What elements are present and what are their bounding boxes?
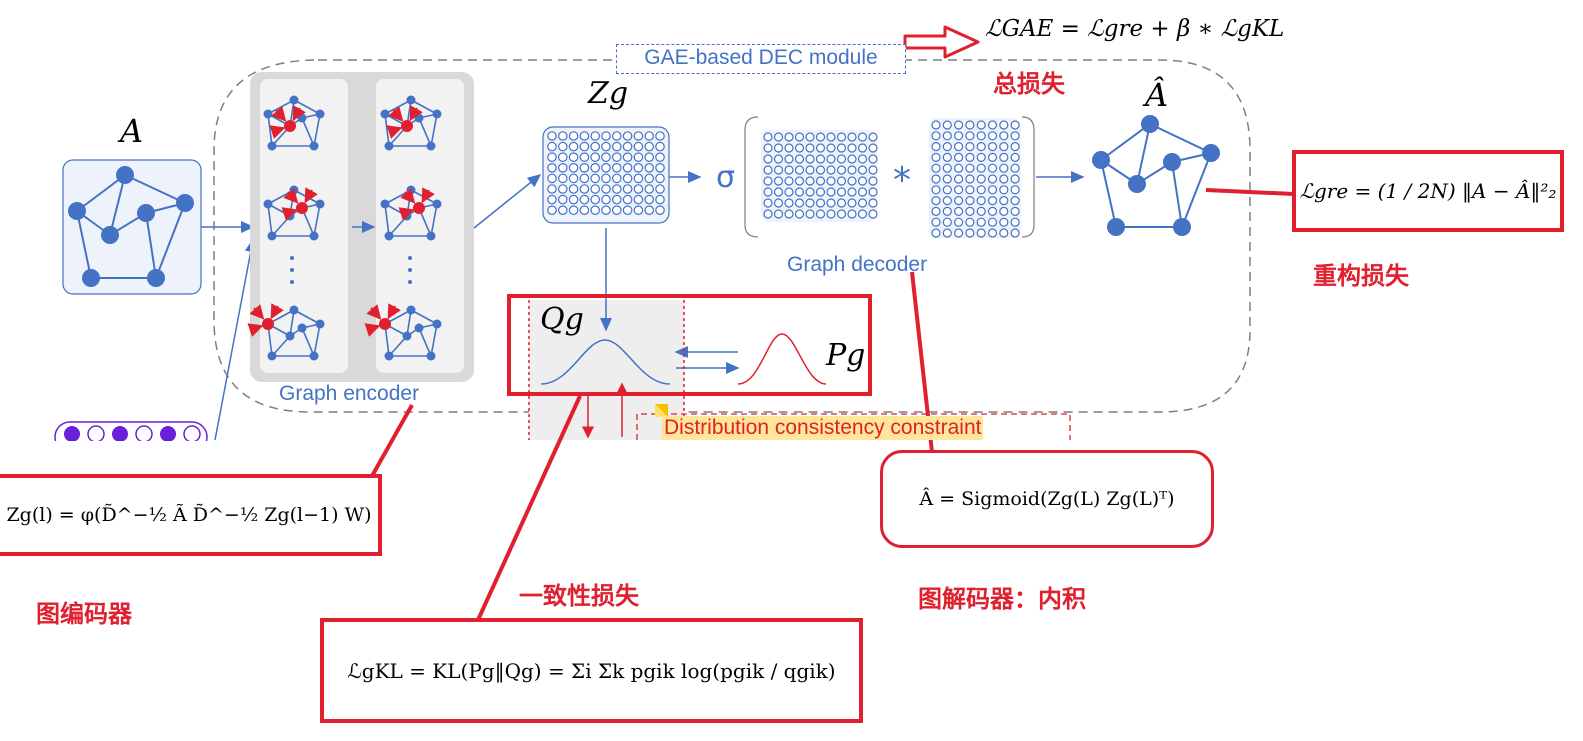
star-symbol: * (893, 160, 911, 201)
distribution-box (507, 294, 872, 396)
module-title-box: GAE-based DEC module (616, 44, 906, 74)
recon-loss-box: ℒgre = (1 / 2N) ‖A − Â‖²₂ (1292, 150, 1564, 232)
recon-loss-label: 重构损失 (1313, 262, 1409, 290)
label-zg: Zg (588, 76, 629, 111)
encoder-graphs (247, 95, 442, 361)
consistency-annotation: 一致性损失 (519, 582, 639, 610)
decoder-matrix-1 (761, 130, 878, 222)
module-title: GAE-based DEC module (644, 46, 878, 69)
decoder-bracket (744, 116, 1035, 238)
encoder-ellipsis (290, 256, 412, 284)
total-loss-label: 总损失 (993, 70, 1065, 98)
encoder-formula: Zg(l) = φ(D̃^−½ Ã D̃^−½ Zg(l−1) W) (6, 504, 372, 526)
decoder-formula: Â = Sigmoid(Zg(L) Zg(L)ᵀ) (919, 488, 1175, 510)
encoder-annotation: 图编码器 (36, 600, 132, 628)
gae-module-boundary (213, 59, 1251, 413)
kl-loss-box: ℒgKL = KL(Pg‖Qg) = Σi Σk pgik log(pgik /… (320, 618, 863, 723)
decoder-formula-box: Â = Sigmoid(Zg(L) Zg(L)ᵀ) (880, 450, 1214, 548)
decoder-annotation: 图解码器：内积 (918, 585, 1086, 613)
decoder-matrix-2 (929, 118, 1021, 238)
input-graph-a (62, 159, 202, 295)
feature-vector (50, 421, 215, 455)
decoder-label: Graph decoder (787, 253, 928, 276)
total-loss-arrow (903, 25, 980, 59)
label-pg: Pg (826, 338, 866, 373)
recon-loss-formula: ℒgre = (1 / 2N) ‖A − Â‖²₂ (1299, 179, 1557, 203)
label-a: A (120, 112, 144, 150)
kl-loss-formula: ℒgKL = KL(Pg‖Qg) = Σi Σk pgik log(pgik /… (347, 658, 836, 683)
label-qg: Qg (540, 302, 584, 337)
encoder-formula-box: Zg(l) = φ(D̃^−½ Ã D̃^−½ Zg(l−1) W) (0, 474, 382, 556)
total-loss-formula: ℒGAE = ℒgre + β ∗ ℒgKL (985, 16, 1285, 42)
encoder-label: Graph encoder (279, 382, 420, 405)
label-a-hat: Â (1145, 76, 1169, 114)
sigma-symbol: σ (716, 160, 736, 195)
constraint-label: Distribution consistency constraint (662, 416, 984, 440)
zg-matrix (542, 126, 670, 224)
reconstructed-graph (1092, 115, 1220, 236)
